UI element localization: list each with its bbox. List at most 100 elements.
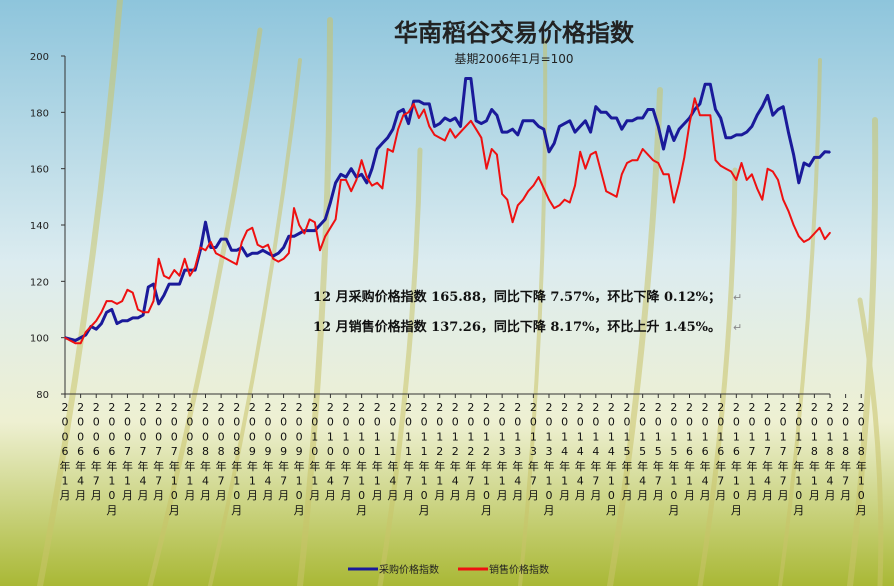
data-point xyxy=(241,241,243,243)
data-point xyxy=(470,120,472,122)
data-point xyxy=(480,136,483,139)
data-point xyxy=(402,114,405,116)
data-point xyxy=(303,229,306,232)
data-point xyxy=(137,308,139,311)
data-point xyxy=(501,193,503,195)
data-point xyxy=(137,317,139,319)
data-point xyxy=(178,283,181,285)
data-point xyxy=(803,162,805,164)
data-point xyxy=(548,151,550,153)
data-point xyxy=(262,246,264,249)
data-point xyxy=(267,243,269,246)
data-point xyxy=(543,128,545,130)
data-point xyxy=(433,134,436,136)
data-point xyxy=(678,182,680,184)
data-point xyxy=(449,128,451,130)
data-point xyxy=(667,173,670,176)
grass-blade xyxy=(697,167,738,586)
data-point xyxy=(662,148,665,150)
data-point xyxy=(813,156,816,159)
data-point xyxy=(111,308,113,311)
data-point xyxy=(308,229,311,232)
data-point xyxy=(574,184,576,187)
data-point xyxy=(693,108,696,111)
data-point xyxy=(579,151,581,153)
data-point xyxy=(636,117,639,119)
data-point xyxy=(173,269,176,271)
data-point xyxy=(589,131,592,133)
data-point xyxy=(464,77,467,80)
y-tick-label: 200 xyxy=(30,52,49,63)
data-point xyxy=(100,311,103,314)
data-point xyxy=(79,336,82,339)
data-point xyxy=(631,159,633,161)
data-point xyxy=(209,246,212,249)
data-point xyxy=(657,125,660,128)
data-point xyxy=(329,227,332,229)
data-point xyxy=(517,204,519,207)
data-point xyxy=(444,139,446,142)
grass-blade xyxy=(147,27,263,586)
data-point xyxy=(131,317,134,319)
data-point xyxy=(647,108,649,111)
data-point xyxy=(610,193,613,195)
data-point xyxy=(522,120,524,122)
chart-subtitle: 基期2006年1月=100 xyxy=(454,52,573,66)
data-point xyxy=(522,198,524,201)
data-point xyxy=(340,173,342,176)
data-point xyxy=(818,156,821,159)
data-point xyxy=(527,190,529,192)
data-point xyxy=(766,167,769,170)
data-point xyxy=(121,300,123,302)
data-point xyxy=(824,238,826,240)
y-axis-ticks: 80 100 120 140 160 180 200 xyxy=(30,52,65,401)
data-point xyxy=(355,176,358,178)
data-point xyxy=(673,201,675,204)
data-point xyxy=(168,277,170,280)
data-point xyxy=(194,269,196,271)
data-point xyxy=(626,120,628,122)
data-point xyxy=(376,182,379,184)
series-points xyxy=(64,77,831,345)
data-point xyxy=(277,252,280,254)
data-point xyxy=(444,117,446,119)
data-point xyxy=(126,289,129,291)
data-point xyxy=(131,291,134,294)
data-point xyxy=(173,283,176,285)
data-point xyxy=(725,167,727,170)
data-point xyxy=(220,255,222,257)
data-point xyxy=(704,83,706,85)
data-point xyxy=(475,128,477,130)
data-point xyxy=(433,125,436,128)
data-point xyxy=(490,108,493,111)
grass-blade xyxy=(778,58,822,586)
y-tick-label: 120 xyxy=(30,277,49,288)
data-point xyxy=(230,260,233,263)
data-point xyxy=(678,128,680,130)
data-point xyxy=(496,114,498,116)
data-point xyxy=(745,179,748,181)
data-point xyxy=(714,108,717,111)
data-point xyxy=(241,246,243,249)
x-axis-ticks: 2 0 0 6 年 1 月 2 0 0 6 年 4 月 2 0 0 6 年 7 月 2 0 0 6 年 1 0 月 2 0 0 7 年 1 月 2 0 0 7… xyxy=(60,394,867,517)
data-point xyxy=(438,136,441,139)
data-point xyxy=(256,243,259,246)
data-point xyxy=(589,153,592,156)
data-point xyxy=(397,111,399,114)
data-point xyxy=(105,311,108,314)
